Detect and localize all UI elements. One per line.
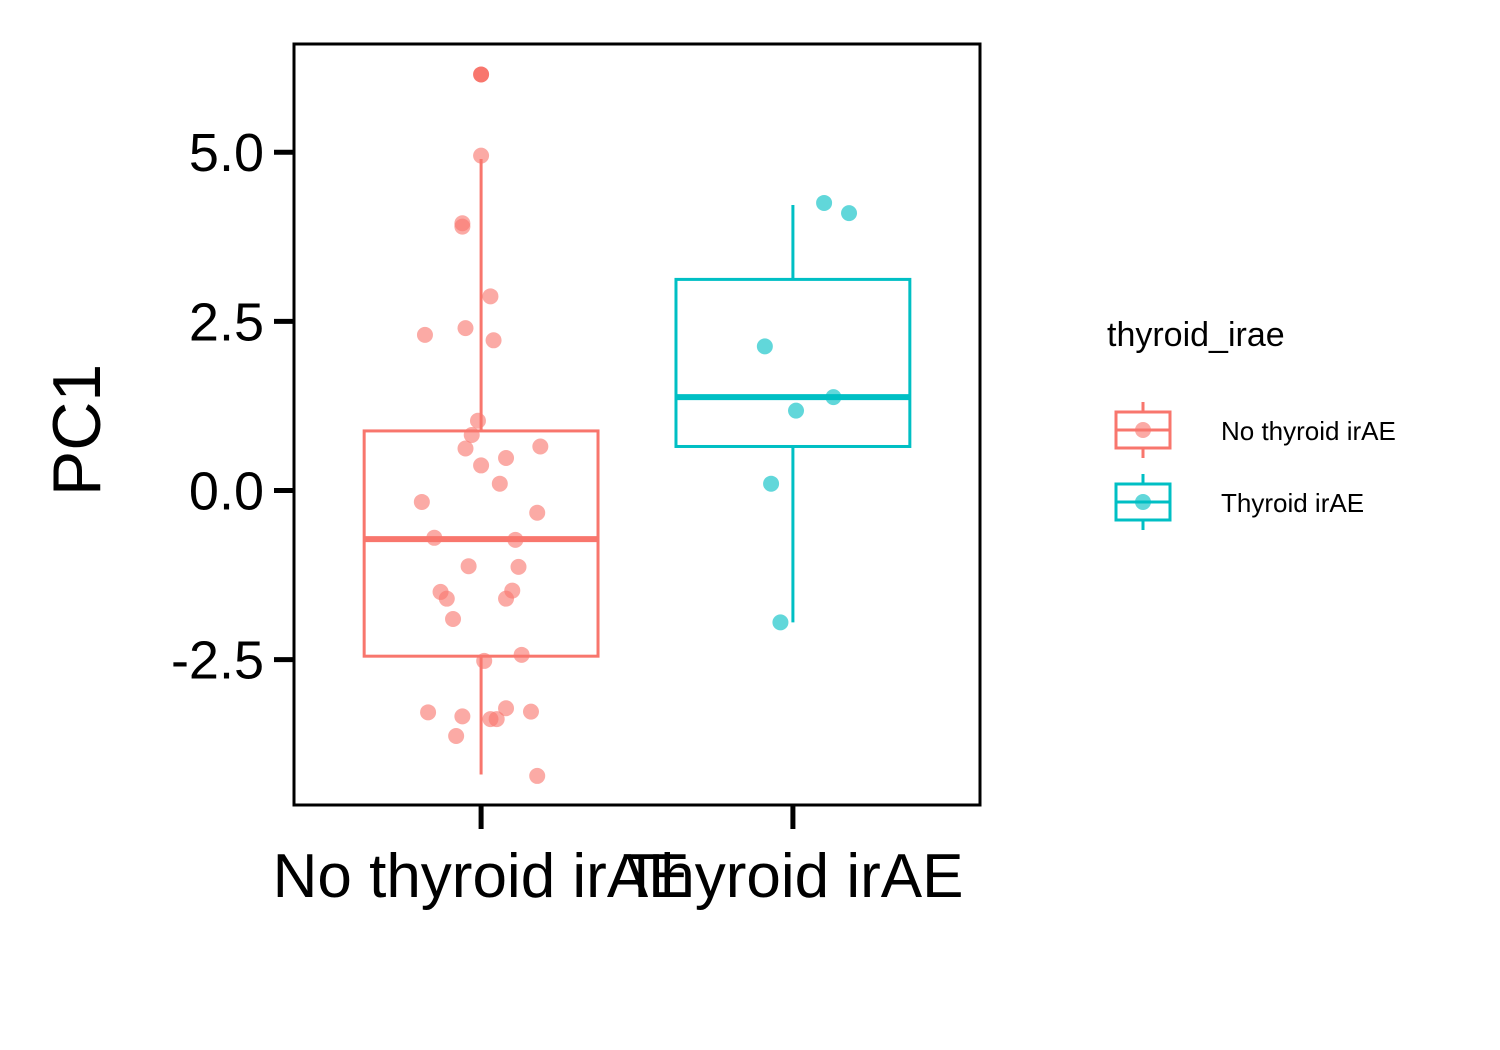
data-point (445, 610, 462, 627)
data-point (476, 652, 493, 669)
data-point (522, 703, 539, 720)
data-point (498, 700, 515, 717)
y-tick-label: -2.5 (171, 631, 264, 691)
data-point (482, 288, 499, 305)
y-tick-label: 0.0 (189, 461, 264, 521)
data-point (416, 326, 433, 343)
data-point (816, 194, 833, 211)
data-point (529, 767, 546, 784)
data-point (485, 332, 502, 349)
data-point (448, 728, 465, 745)
data-point (426, 529, 443, 546)
data-point (460, 558, 477, 575)
legend-title: thyroid_irae (1107, 316, 1285, 354)
x-tick-label: Thyroid irAE (622, 842, 963, 911)
data-point (413, 493, 430, 510)
data-point (532, 438, 549, 455)
outlier-point (473, 66, 490, 83)
y-axis-title: PC1 (39, 364, 115, 496)
legend-entry: Thyroid irAE (1114, 474, 1364, 530)
legend-key-point (1135, 422, 1151, 438)
data-point (510, 558, 527, 575)
panel-border (292, 42, 982, 807)
legend-label: Thyroid irAE (1221, 488, 1364, 518)
data-point (763, 475, 780, 492)
data-point (454, 218, 471, 235)
data-point (457, 320, 474, 337)
data-point (756, 338, 773, 355)
data-point (529, 504, 546, 521)
data-point (454, 708, 471, 725)
data-point (825, 389, 842, 406)
x-tick-label: No thyroid irAE (273, 842, 690, 911)
data-point (473, 147, 490, 164)
plot-area (362, 66, 912, 784)
data-point (513, 646, 530, 663)
legend: thyroid_irae No thyroid irAE Thyroid irAE (1107, 316, 1396, 530)
data-point (788, 402, 805, 419)
legend-label: No thyroid irAE (1221, 416, 1396, 446)
data-point (438, 590, 455, 607)
data-point (473, 457, 490, 474)
legend-key-point (1135, 494, 1151, 510)
y-tick-label: 5.0 (189, 123, 264, 183)
data-point (772, 614, 789, 631)
legend-entry: No thyroid irAE (1114, 402, 1396, 458)
data-point (507, 531, 524, 548)
box (674, 277, 912, 448)
series-no-thyroid-irae (362, 66, 600, 784)
data-point (457, 440, 474, 457)
data-point (491, 475, 508, 492)
data-point (420, 704, 437, 721)
y-tick-label: 2.5 (189, 292, 264, 352)
data-point (463, 426, 480, 443)
series-thyroid-irae (674, 194, 912, 631)
data-point (488, 711, 505, 728)
data-point (469, 412, 486, 429)
data-point (498, 590, 515, 607)
data-point (498, 449, 515, 466)
data-point (841, 205, 858, 222)
